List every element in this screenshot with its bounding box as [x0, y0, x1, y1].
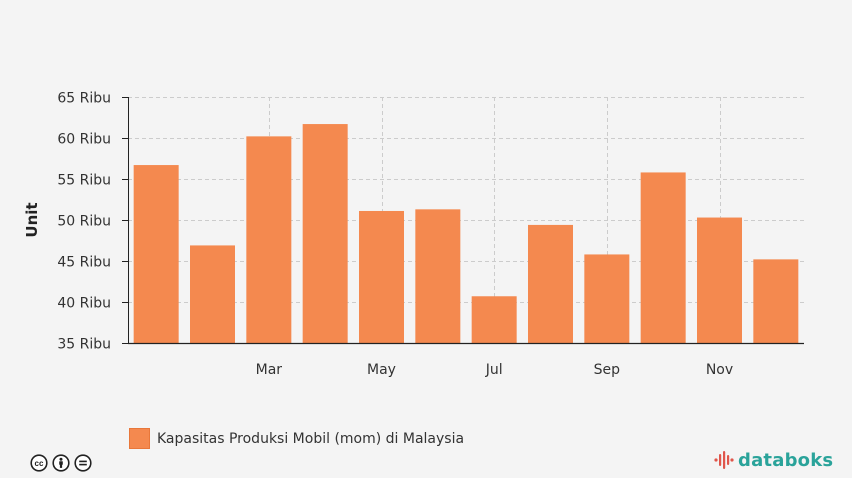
- bar: [415, 209, 461, 343]
- x-tick-label: Sep: [594, 362, 621, 378]
- legend[interactable]: Kapasitas Produksi Mobil (mom) di Malays…: [129, 428, 464, 449]
- bar: [133, 165, 179, 343]
- bar: [302, 124, 348, 343]
- bar: [584, 254, 630, 343]
- y-tick-label: 65 Ribu: [57, 91, 111, 107]
- y-tick-label: 60 Ribu: [57, 132, 111, 148]
- x-tick-label: May: [367, 362, 396, 378]
- y-tick-label: 35 Ribu: [57, 337, 111, 353]
- y-axis-title: Unit: [23, 202, 41, 237]
- x-tick-label: Mar: [256, 362, 283, 378]
- x-tick-label: Nov: [706, 362, 733, 378]
- cc-icon: cc: [30, 454, 48, 472]
- y-tick-label: 55 Ribu: [57, 173, 111, 189]
- databoks-logo-icon: [714, 451, 734, 469]
- legend-label: Kapasitas Produksi Mobil (mom) di Malays…: [157, 430, 465, 447]
- bar: [640, 172, 686, 343]
- brand-name: databoks: [738, 449, 834, 471]
- x-tick-label: Jul: [485, 362, 503, 378]
- y-tick-label: 45 Ribu: [57, 255, 111, 271]
- y-tick-label: 50 Ribu: [57, 214, 111, 230]
- bar: [471, 296, 517, 343]
- bar: [359, 210, 404, 343]
- nd-icon: [74, 454, 92, 472]
- license-icons: cc: [30, 454, 92, 472]
- bar-chart: 35 Ribu 40 Ribu 45 Ribu 50 Ribu 55 Ribu 60 Ri…: [23, 91, 804, 378]
- brand[interactable]: databoks: [713, 449, 833, 471]
- bar: [528, 224, 573, 343]
- svg-text:cc: cc: [35, 459, 44, 468]
- by-icon: [52, 454, 70, 472]
- bar: [246, 136, 292, 343]
- bar: [190, 245, 235, 343]
- bar: [697, 217, 742, 343]
- bar: [753, 259, 799, 343]
- y-tick-label: 40 Ribu: [57, 296, 111, 312]
- legend-swatch: [129, 428, 150, 449]
